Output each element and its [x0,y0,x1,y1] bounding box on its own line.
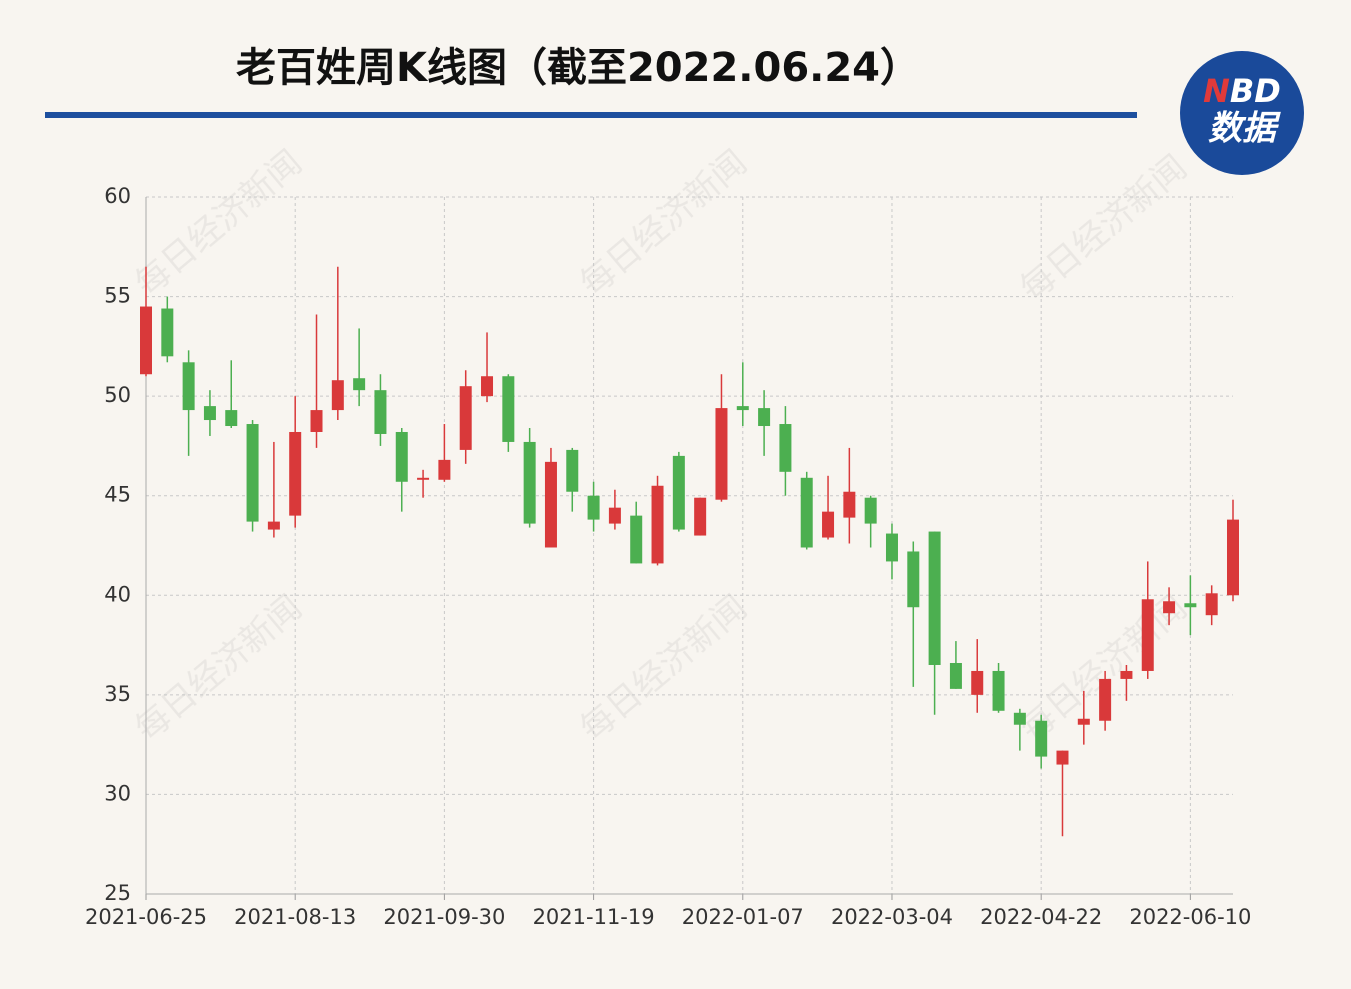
candle-body [331,380,344,411]
candle-body [949,662,962,689]
logo-sub: 数据 [1208,109,1281,149]
x-tick-label: 2021-06-25 [85,905,207,929]
x-tick-label: 2022-03-04 [831,905,953,929]
candle-body [800,477,813,548]
candle-body [523,441,536,524]
candle-body [587,495,600,520]
candle-body [971,670,984,695]
candle-body [438,459,451,480]
candle-body [1184,603,1197,608]
candle-body [694,497,707,536]
candle-body [310,410,323,432]
candle-body [289,431,302,516]
logo-n: N [1203,72,1230,110]
candle-body [246,424,259,522]
y-tick-label: 40 [104,582,131,606]
candle-body [608,507,621,524]
candle-body [1077,718,1090,725]
logo-bd: BD [1230,72,1281,110]
candle-body [1205,593,1218,616]
candle-body [544,461,557,548]
logo-text: NBD [1203,72,1281,110]
candle-body [417,477,430,480]
candle-body [736,406,749,411]
candle-body [481,376,494,397]
y-tick-label: 30 [104,781,131,805]
candle-body [928,531,941,665]
candle-body [864,497,877,524]
candle-body [140,306,152,375]
y-tick-label: 45 [104,483,131,507]
candle-body [161,308,174,357]
candle-body [566,449,579,492]
y-tick-label: 25 [104,881,131,905]
y-tick-label: 35 [104,682,131,706]
candle-body [1099,678,1112,721]
candle-body [672,455,685,530]
candle-body [651,485,664,564]
candle-body [822,511,835,538]
y-tick-label: 55 [104,284,131,308]
candle-body [779,424,792,472]
x-tick-label: 2021-09-30 [383,905,505,929]
candle-body [353,378,366,391]
y-tick-label: 50 [104,383,131,407]
x-tick-label: 2021-11-19 [533,905,655,929]
x-tick-label: 2022-04-22 [980,905,1102,929]
candle-body [502,376,515,442]
candle-body [182,362,195,411]
candle-body [630,515,643,564]
candle-body [1013,712,1026,725]
y-tick-label: 60 [104,184,131,208]
candle-body [1163,601,1176,614]
chart-title: 老百姓周K线图（截至2022.06.24） [236,45,920,91]
candle-body [843,491,856,518]
candle-body [203,406,216,421]
candle-body [992,670,1005,711]
candle-body [1141,599,1154,671]
candle-body [758,408,771,427]
candle-body [267,521,280,530]
candle-body [225,410,238,427]
candle-body [395,431,408,482]
candle-body [885,533,898,562]
candle-body [1120,670,1133,679]
candle-body [715,408,728,500]
candle-body [1227,519,1239,596]
candle-body [1056,750,1069,765]
title-rule [45,112,1137,118]
logo-badge [1180,51,1304,175]
candle-body [374,390,387,434]
x-tick-label: 2021-08-13 [234,905,356,929]
x-tick-label: 2022-06-10 [1129,905,1251,929]
x-tick-label: 2022-01-07 [682,905,804,929]
candle-body [907,551,920,608]
candle-body [459,386,472,450]
candle-body [1035,720,1048,757]
